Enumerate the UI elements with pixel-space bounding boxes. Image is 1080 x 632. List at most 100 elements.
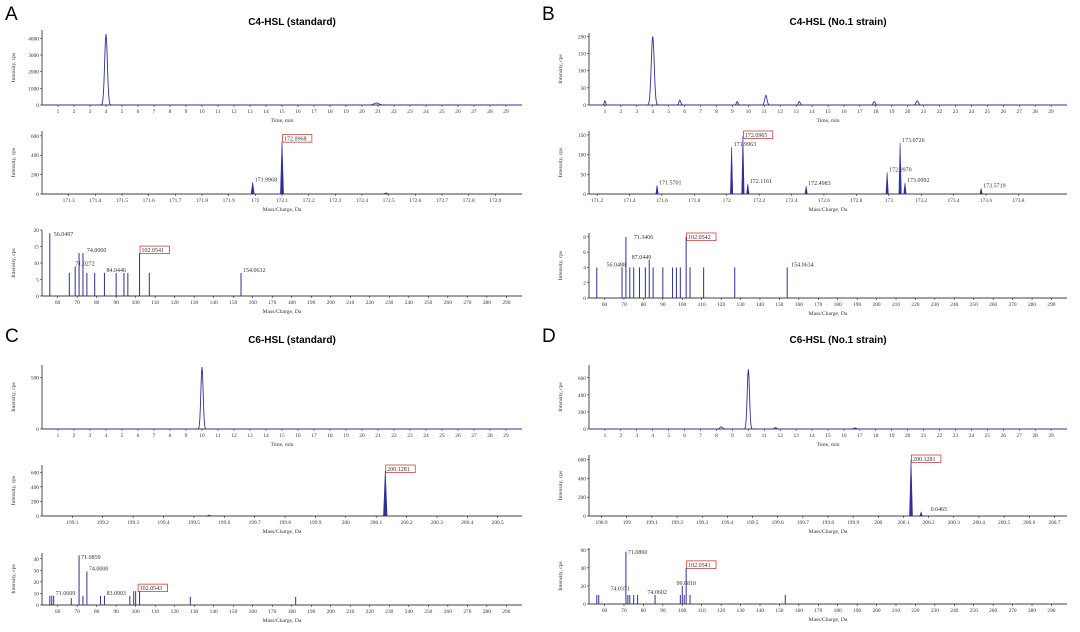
y-tick-label: 0 (583, 427, 586, 433)
x-tick-label: 199.3 (696, 520, 708, 526)
x-tick-label: 29 (503, 433, 509, 439)
panel-label: C (5, 326, 19, 347)
x-tick-label: 173.8 (1012, 198, 1024, 204)
peak-label: 172.1161 (750, 179, 772, 185)
y-tick-label: 50 (581, 172, 587, 178)
x-tick-label: 16 (841, 109, 847, 115)
x-tick-label: 70 (74, 609, 80, 615)
peak-label: 71.0860 (628, 550, 648, 556)
x-tick-label: 120 (171, 609, 179, 615)
x-tick-label: 80 (641, 608, 647, 614)
spectrum-peak (383, 192, 389, 195)
x-tick-label: 15 (825, 109, 831, 115)
x-tick-label: 280 (1028, 608, 1036, 614)
x-tick-label: 200.3 (431, 520, 443, 526)
x-tick-label: 10 (199, 433, 205, 439)
y-tick-label: 0 (36, 192, 39, 198)
y-tick-label: 0 (36, 103, 39, 109)
x-tick-label: 200.2 (400, 520, 412, 526)
x-axis-label: Time, min (270, 442, 293, 448)
x-tick-label: 290 (502, 300, 510, 306)
y-tick-label: 20 (34, 228, 40, 234)
chart-2: 0 200 400 600 198.9 199 199.1 199.2 199.3 199.4 19… (558, 454, 1067, 535)
peak-label: 173.5719 (983, 183, 1006, 189)
y-tick-label: 400 (578, 393, 586, 399)
x-tick-label: 14 (809, 109, 815, 115)
x-tick-label: 130 (190, 609, 198, 615)
y-tick-label: 10 (34, 261, 40, 267)
x-tick-label: 17 (311, 433, 317, 439)
x-tick-label: 24 (969, 109, 975, 115)
peak-label: 74.0000 (87, 248, 107, 254)
x-tick-label: 199.3 (127, 520, 139, 526)
peak-label-box (385, 464, 416, 473)
y-tick-label: 4000 (28, 36, 39, 42)
x-tick-label: 220 (911, 608, 919, 614)
peak-label: 173.0726 (902, 138, 925, 144)
x-tick-label: 200 (873, 302, 881, 308)
x-tick-label: 11 (215, 109, 220, 115)
y-tick-label: 50 (581, 86, 587, 92)
x-tick-label: 250 (424, 609, 432, 615)
peak-label: 56.0488 (607, 262, 627, 268)
chart-2: 0 200 400 600 171.3 171.4 171.5 171.6 171.7 171.8… (11, 131, 522, 213)
peak-label: 74.0000 (89, 566, 109, 572)
x-tick-label: 24 (969, 433, 975, 439)
peak-label: 74.0371 (610, 586, 630, 592)
x-tick-label: 60 (602, 302, 608, 308)
x-axis-label: Mass/Charge, Da (809, 529, 848, 535)
x-tick-label: 180 (288, 300, 296, 306)
chart-3: 0 2 4 6 8 60 70 80 90 100 110 120 130 140 150 160 170 180… (558, 232, 1067, 317)
x-tick-label: 150 (775, 302, 783, 308)
x-tick-label: 29 (503, 109, 509, 115)
x-tick-label: 199.4 (157, 520, 169, 526)
panel-a: A C4-HSL (standard) 0 1000 2000 3000 4000 1 2 3 4… (0, 0, 536, 316)
y-axis-label: Intensity, cps (558, 54, 564, 83)
x-tick-label: 200.4 (461, 520, 473, 526)
x-tick-label: 180 (834, 608, 842, 614)
x-tick-label: 3 (89, 109, 92, 115)
peak-label-box (137, 583, 168, 592)
x-tick-label: 10 (199, 109, 205, 115)
y-tick-label: 20 (581, 584, 587, 590)
x-tick-label: 27 (471, 433, 477, 439)
x-tick-label: 70 (621, 608, 627, 614)
x-axis-label: Mass/Charge, Da (263, 309, 302, 315)
x-tick-label: 270 (463, 609, 471, 615)
chart-title: C4-HSL (No.1 strain) (789, 17, 886, 28)
peak-label: 71.0859 (81, 555, 101, 561)
x-tick-label: 260 (989, 302, 997, 308)
x-tick-label: 150 (229, 609, 237, 615)
spectrum-peak (206, 514, 212, 517)
spectrum-peak (909, 459, 913, 517)
x-tick-label: 250 (424, 300, 432, 306)
x-tick-label: 150 (229, 300, 237, 306)
x-tick-label: 7 (699, 109, 702, 115)
x-tick-label: 199.2 (671, 520, 683, 526)
x-tick-label: 60 (602, 608, 608, 614)
y-tick-label: 500 (31, 375, 39, 381)
x-tick-label: 240 (405, 300, 413, 306)
x-tick-label: 200.6 (1023, 520, 1035, 526)
x-tick-label: 260 (444, 300, 452, 306)
x-tick-label: 80 (94, 609, 100, 615)
x-tick-label: 200.1 (370, 520, 382, 526)
x-axis-label: Time, min (270, 118, 293, 124)
peak-label: 102.0543 (140, 586, 163, 592)
x-tick-label: 130 (190, 300, 198, 306)
chart-title: C6-HSL (standard) (248, 335, 336, 346)
x-tick-label: 110 (151, 300, 159, 306)
x-tick-label: 199.6 (772, 520, 784, 526)
x-tick-label: 80 (94, 300, 100, 306)
y-tick-label: 1000 (28, 86, 39, 92)
x-tick-label: 110 (698, 302, 706, 308)
x-tick-label: 7 (153, 109, 156, 115)
peak-label: 102.0541 (142, 248, 165, 254)
x-tick-label: 12 (778, 433, 784, 439)
x-tick-label: 22 (937, 433, 943, 439)
x-tick-label: 23 (953, 433, 959, 439)
x-tick-label: 200.5 (492, 520, 504, 526)
x-tick-label: 190 (307, 300, 315, 306)
x-tick-label: 25 (439, 109, 445, 115)
x-tick-label: 160 (795, 302, 803, 308)
